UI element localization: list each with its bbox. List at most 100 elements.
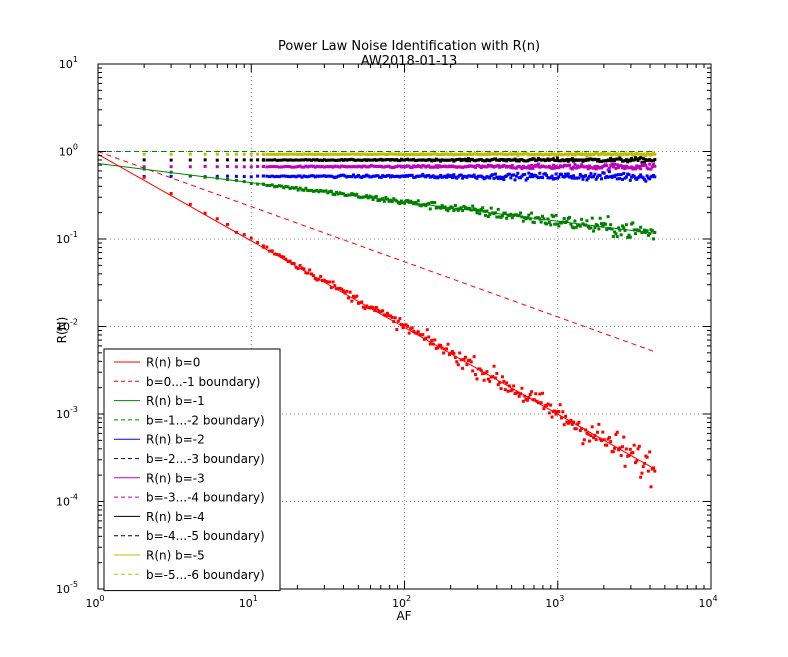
data-point bbox=[578, 165, 582, 169]
data-point bbox=[340, 173, 344, 177]
data-point bbox=[574, 427, 578, 431]
data-point bbox=[282, 165, 286, 169]
data-point bbox=[422, 158, 426, 162]
data-point bbox=[333, 176, 337, 180]
data-point bbox=[280, 174, 284, 178]
data-point bbox=[333, 152, 337, 156]
data-point bbox=[369, 164, 373, 168]
data-point bbox=[340, 158, 344, 162]
data-point bbox=[361, 164, 365, 168]
data-point bbox=[512, 384, 516, 388]
fit-line bbox=[97, 162, 655, 234]
data-point bbox=[407, 158, 411, 162]
data-point bbox=[346, 174, 350, 178]
data-point bbox=[374, 174, 378, 178]
data-point bbox=[491, 173, 495, 177]
data-point bbox=[336, 152, 340, 156]
data-point bbox=[286, 158, 290, 162]
data-point bbox=[379, 310, 383, 314]
data-point bbox=[653, 175, 657, 179]
data-point bbox=[378, 198, 382, 202]
data-point bbox=[488, 379, 492, 383]
data-point bbox=[315, 188, 319, 192]
data-point bbox=[203, 152, 207, 156]
data-point bbox=[300, 266, 304, 270]
data-point bbox=[336, 287, 340, 291]
data-point bbox=[311, 174, 315, 178]
data-point bbox=[632, 228, 636, 232]
data-point bbox=[568, 163, 572, 167]
data-point bbox=[543, 172, 547, 176]
data-point bbox=[509, 212, 513, 216]
data-point bbox=[542, 407, 546, 411]
data-point bbox=[598, 437, 602, 441]
data-point bbox=[496, 177, 500, 181]
data-point bbox=[345, 175, 349, 179]
data-point bbox=[406, 153, 410, 157]
data-point bbox=[422, 153, 426, 157]
data-point bbox=[607, 226, 611, 230]
data-point bbox=[324, 152, 328, 156]
data-point bbox=[302, 152, 306, 156]
data-point bbox=[333, 164, 337, 168]
data-point bbox=[475, 377, 479, 381]
data-point bbox=[644, 163, 648, 167]
data-point bbox=[632, 158, 636, 162]
data-point bbox=[603, 222, 607, 226]
data-point bbox=[653, 152, 657, 156]
data-point bbox=[317, 165, 321, 169]
data-point bbox=[493, 172, 497, 176]
data-point bbox=[413, 159, 417, 163]
data-point bbox=[496, 207, 500, 211]
data-point bbox=[596, 430, 600, 434]
data-point bbox=[427, 173, 431, 177]
data-point bbox=[542, 217, 546, 221]
data-point bbox=[294, 175, 298, 179]
data-point bbox=[331, 175, 335, 179]
data-point bbox=[384, 196, 388, 200]
data-point bbox=[566, 172, 570, 176]
data-point bbox=[390, 315, 394, 319]
data-point bbox=[313, 175, 317, 179]
data-point bbox=[401, 158, 405, 162]
data-point bbox=[455, 360, 459, 364]
data-point bbox=[573, 163, 577, 167]
data-point bbox=[496, 383, 500, 387]
data-point bbox=[650, 165, 654, 169]
data-point bbox=[361, 152, 365, 156]
data-point bbox=[599, 439, 603, 443]
data-point bbox=[547, 220, 551, 224]
data-point bbox=[169, 158, 173, 162]
data-point bbox=[565, 220, 569, 224]
data-point bbox=[643, 177, 647, 181]
data-point bbox=[338, 191, 342, 195]
data-point bbox=[627, 454, 631, 458]
data-point bbox=[635, 164, 639, 168]
data-point bbox=[395, 157, 399, 161]
legend-label: R(n) b=-2 bbox=[146, 433, 205, 447]
data-point bbox=[644, 154, 648, 158]
data-point bbox=[557, 175, 561, 179]
data-point bbox=[395, 328, 399, 332]
data-point bbox=[428, 207, 432, 211]
data-point bbox=[294, 152, 298, 156]
data-point bbox=[319, 158, 323, 162]
data-point bbox=[308, 158, 312, 162]
data-point bbox=[341, 173, 345, 177]
data-point bbox=[622, 435, 626, 439]
data-point bbox=[270, 249, 274, 253]
data-point bbox=[273, 165, 277, 169]
data-point bbox=[639, 225, 643, 229]
data-point bbox=[452, 173, 456, 177]
data-point bbox=[345, 158, 349, 162]
data-point bbox=[404, 158, 408, 162]
data-point bbox=[338, 165, 342, 169]
x-tick-label: 101 bbox=[239, 594, 258, 610]
data-point bbox=[356, 152, 360, 156]
data-point bbox=[288, 165, 292, 169]
data-point bbox=[602, 171, 606, 175]
data-point bbox=[447, 353, 451, 357]
data-point bbox=[601, 224, 605, 228]
data-point bbox=[412, 152, 416, 156]
